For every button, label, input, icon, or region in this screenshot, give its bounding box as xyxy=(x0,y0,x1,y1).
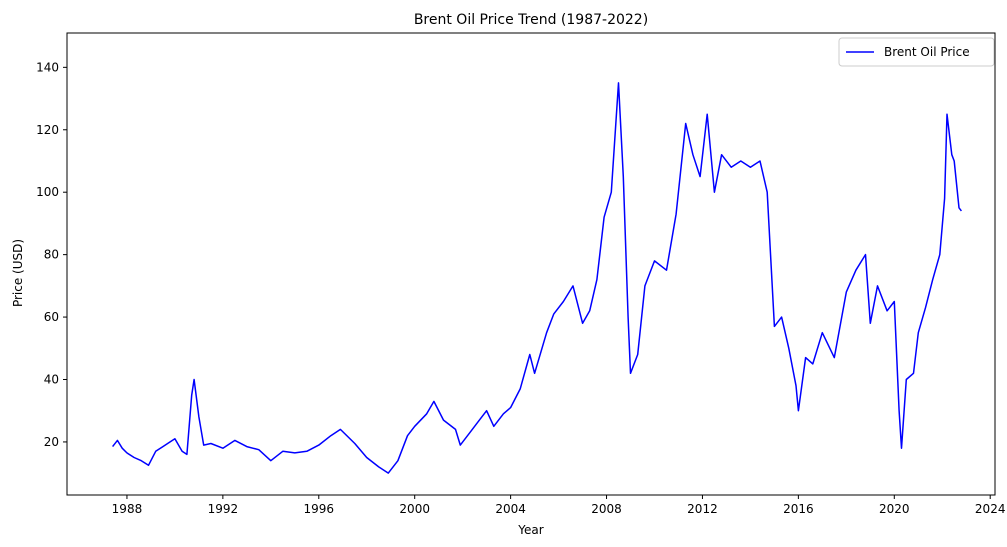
y-tick-label: 100 xyxy=(36,185,59,199)
x-axis-ticks: 1988 1992 1996 2000 2004 2008 2012 2016 2020 2024 xyxy=(112,495,1006,516)
y-tick-label: 120 xyxy=(36,123,59,137)
y-tick-label: 60 xyxy=(44,310,59,324)
legend-label: Brent Oil Price xyxy=(884,45,970,59)
x-tick-label: 2000 xyxy=(399,502,430,516)
x-tick-label: 1996 xyxy=(304,502,335,516)
x-tick-label: 2016 xyxy=(783,502,814,516)
x-tick-label: 2020 xyxy=(879,502,910,516)
legend: Brent Oil Price xyxy=(838,37,995,67)
x-tick-label: 1992 xyxy=(208,502,239,516)
y-tick-label: 140 xyxy=(36,60,59,74)
y-axis-ticks: 20 40 60 80 100 120 140 xyxy=(36,60,67,449)
plot-frame xyxy=(66,32,996,496)
x-axis-label: Year xyxy=(517,523,543,537)
x-tick-label: 2024 xyxy=(975,502,1006,516)
y-axis-label: Price (USD) xyxy=(11,239,25,307)
x-tick-label: 2004 xyxy=(495,502,526,516)
y-tick-label: 20 xyxy=(44,435,59,449)
y-tick-label: 40 xyxy=(44,373,59,387)
legend-box xyxy=(838,37,995,67)
x-tick-label: 2012 xyxy=(687,502,718,516)
chart-title: Brent Oil Price Trend (1987-2022) xyxy=(414,12,648,28)
x-tick-label: 1988 xyxy=(112,502,143,516)
y-tick-label: 80 xyxy=(44,248,59,262)
x-tick-label: 2008 xyxy=(591,502,622,516)
series-line-brent-oil-price xyxy=(112,82,962,474)
plot-area: 1988 1992 1996 2000 2004 2008 2012 2016 2020 2024… xyxy=(36,32,1006,516)
